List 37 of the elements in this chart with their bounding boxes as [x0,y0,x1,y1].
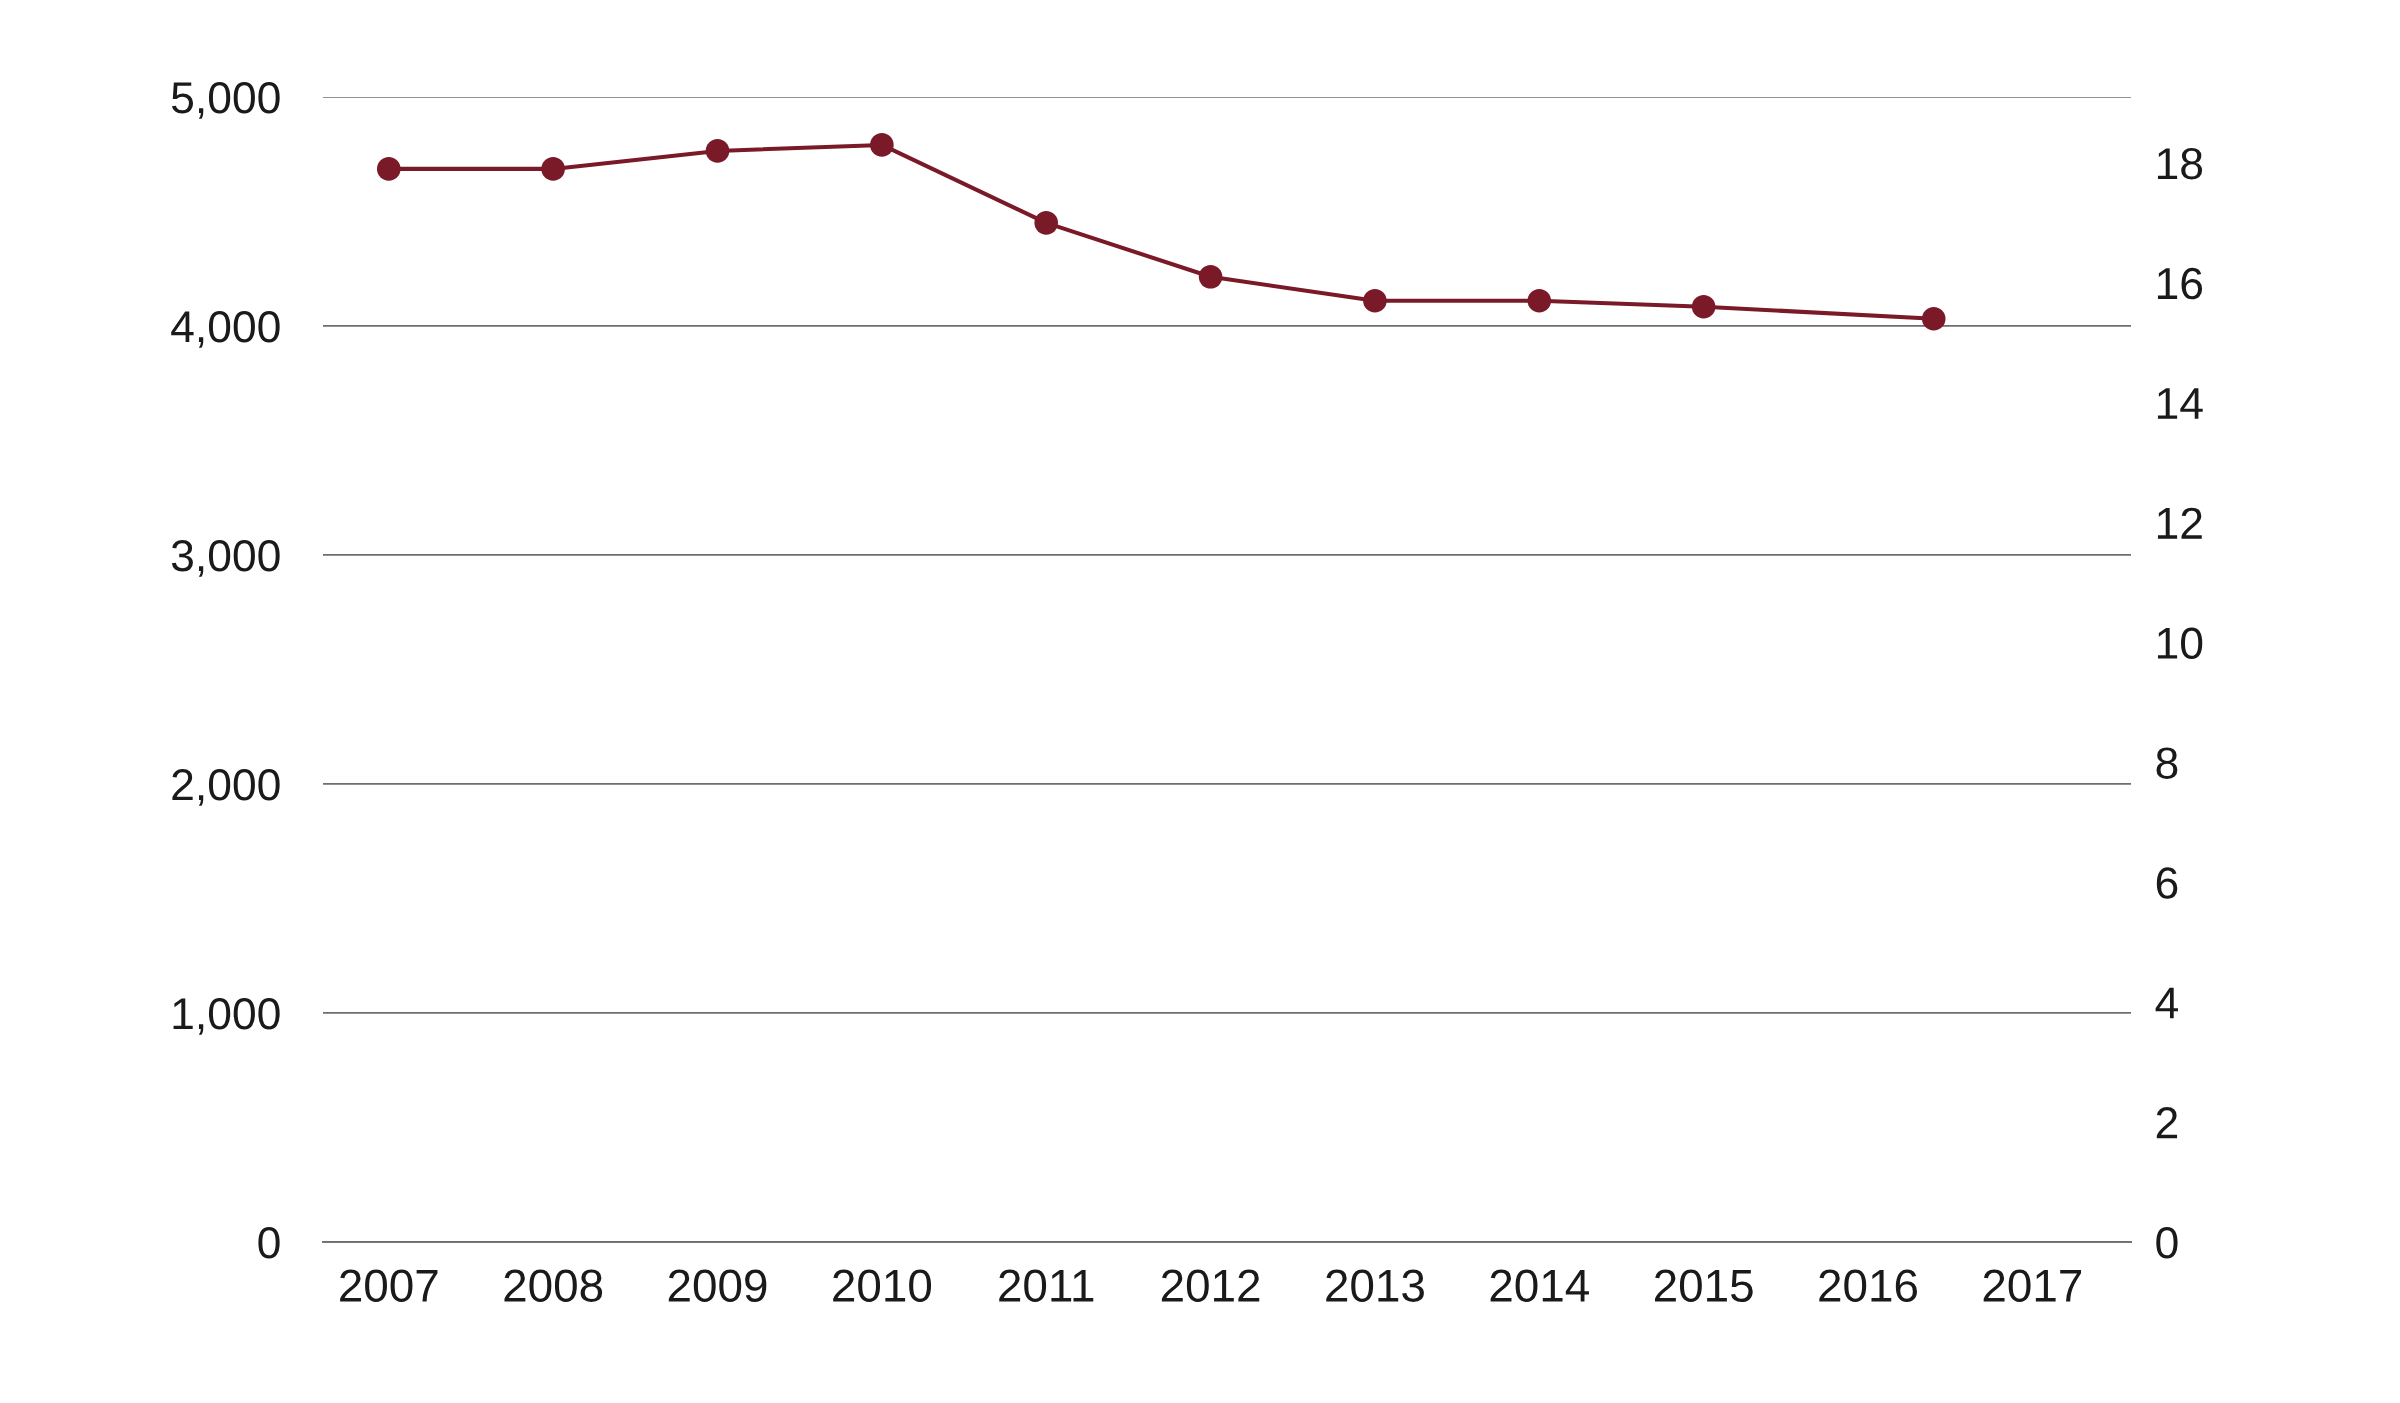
x-tick-label: 2008 [504,1269,603,1302]
point [1363,288,1387,313]
y2-tick-label: 14 [2157,388,2203,419]
point [1527,288,1552,313]
y-tick-label: 5,000 [171,82,280,119]
y2-tick-label: 10 [2157,627,2203,660]
x-tick-label: 2007 [340,1269,438,1302]
x-tick-label: 2016 [1819,1269,1917,1302]
y-tick-label: 2,000 [172,769,280,806]
point [1198,264,1223,289]
x-tick-label: 2017 [1983,1269,2082,1302]
x-tick-label: 2014 [1490,1269,1589,1302]
x-tick-label: 2010 [833,1269,932,1302]
point [376,157,401,181]
x-tick-label: 2013 [1326,1269,1424,1302]
point [705,139,730,163]
y2-tick-label: 16 [2157,267,2203,300]
x-tick-label: 2009 [668,1269,767,1302]
y2-tick-label: 6 [2156,867,2178,899]
y2-tick-label: 18 [2157,147,2203,180]
point [1034,211,1059,235]
point [870,133,894,157]
point [1691,294,1716,319]
y2-tick-label: 8 [2156,747,2178,779]
x-tick-label: 2012 [1161,1269,1260,1302]
y2-tick-label: 4 [2155,987,2178,1019]
point [1921,306,1946,331]
x-tick-label: 2015 [1654,1269,1753,1302]
y-tick-label: 4,000 [171,311,280,348]
y2-tick-label: 0 [2156,1227,2178,1259]
point [541,157,565,181]
y2-tick-label: 12 [2157,507,2202,539]
y-tick-label: 3,000 [171,540,280,577]
y2-tick-label: 2 [2156,1107,2178,1139]
y-tick-label: 1,000 [173,998,280,1035]
x-tick-label: 2011 [999,1269,1094,1302]
y-tick-label: 0 [258,1227,280,1259]
